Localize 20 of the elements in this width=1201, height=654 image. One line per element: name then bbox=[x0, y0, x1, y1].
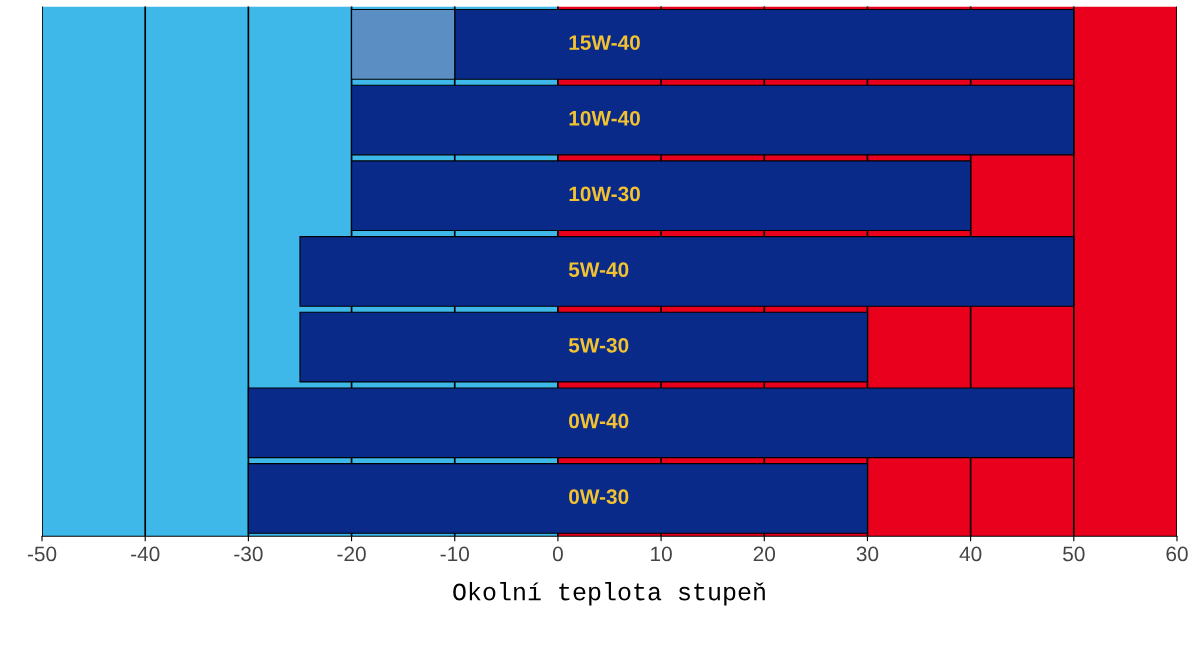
x-axis-title: Okolní teplota stupeň bbox=[453, 582, 765, 606]
y-tick-label: 5W-30 bbox=[568, 337, 629, 353]
x-tick-label: -50 bbox=[27, 546, 57, 562]
y-tick-label: 0W-30 bbox=[569, 489, 629, 505]
y-tick-label: 0W-40 bbox=[569, 413, 629, 429]
x-tick-label: -40 bbox=[131, 546, 160, 562]
x-tick-label: -20 bbox=[337, 546, 366, 562]
x-tick-label: 50 bbox=[1063, 546, 1085, 562]
x-tick-label: 30 bbox=[856, 546, 879, 562]
x-tick-label: -10 bbox=[440, 546, 469, 562]
y-tick-label: 5W-40 bbox=[568, 262, 629, 277]
y-tick-label: 10W-40 bbox=[569, 110, 640, 126]
x-tick-label: 60 bbox=[1166, 546, 1188, 562]
y-tick-label: 15W-40 bbox=[569, 35, 640, 50]
y-tick-label: 10W-30 bbox=[569, 186, 640, 202]
x-tick-label: 40 bbox=[959, 546, 982, 562]
x-tick-label: 0 bbox=[552, 546, 563, 562]
x-tick-label: 20 bbox=[753, 546, 776, 562]
x-tick-label: -30 bbox=[234, 546, 263, 562]
x-tick-label: 10 bbox=[651, 546, 672, 562]
